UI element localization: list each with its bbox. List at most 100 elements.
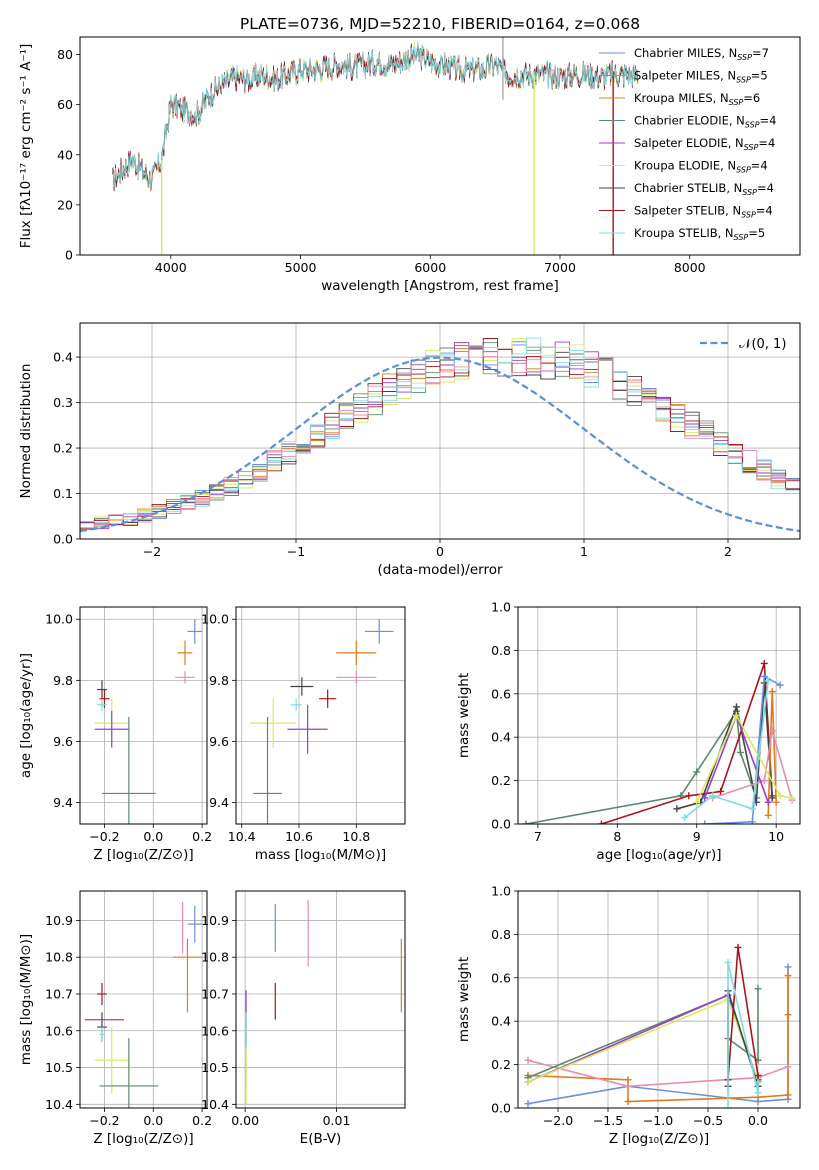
- age_vs_mass-ytick-label: 9.8: [209, 673, 229, 688]
- age_vs_Z-xtick-label: −0.2: [89, 829, 119, 844]
- spectrum-legend-label: Salpeter ELODIE, NSSP=4: [634, 136, 775, 152]
- weight_vs_age-axes: 7 8 9 10 0.0 0.2 0.4 0.6 0.8 1.0: [491, 600, 800, 844]
- age_vs_Z-xtick-label: 0.2: [192, 829, 212, 844]
- age_vs_mass-xlabel: mass [log₁₀(M/M⊙)]: [255, 847, 386, 863]
- mass_vs_Z-axes: −0.2 0.0 0.2 10.4 10.5 10.6 10.7 10.8 10.9: [45, 891, 212, 1128]
- weight_vs_age-marker: [764, 677, 772, 685]
- weight_vs_age-marker: [788, 794, 796, 802]
- mass_vs_Z-ytick-label: 10.6: [45, 1023, 73, 1038]
- residuals-hist-step: [80, 346, 800, 539]
- age_vs_mass-point: [364, 619, 394, 644]
- weight_vs_age-marker: [701, 820, 709, 824]
- spectrum-xtick-label: 7000: [544, 260, 576, 275]
- spectrum-ytick-label: 40: [57, 147, 73, 162]
- weight_vs_Z-plot-area: [524, 943, 792, 1108]
- spectrum-ytick-label: 20: [57, 197, 73, 212]
- spectrum-legend-label: Chabrier STELIB, NSSP=4: [634, 181, 774, 197]
- mass_vs_ebv-frame: [235, 890, 406, 1109]
- spectrum-series-line: [112, 41, 639, 190]
- weight_vs_Z-series-line: [727, 947, 759, 1080]
- spectrum-legend-label: Kroupa MILES, NSSP=6: [634, 91, 760, 107]
- spectrum-xtick-label: 4000: [155, 260, 187, 275]
- mass_vs_ebv-ytick-label: 10.4: [201, 1097, 229, 1112]
- weight_vs_Z-marker: [624, 1076, 632, 1084]
- weight_vs_Z-marker: [784, 1063, 792, 1071]
- weight_vs_age-marker: [709, 792, 717, 800]
- spectrum-ylabel: Flux [fλ10⁻¹⁷ erg cm⁻² s⁻¹ A⁻¹]: [18, 44, 34, 249]
- weight_vs_age-marker: [732, 703, 740, 711]
- weight_vs_age-marker: [693, 768, 701, 776]
- mass_vs_Z-frame: [79, 890, 208, 1109]
- weight_vs_age-ytick-label: 1.0: [491, 600, 511, 615]
- spectrum-ytick-label: 80: [57, 47, 73, 62]
- mass_vs_Z-xtick-label: 0.0: [143, 1113, 163, 1128]
- weight_vs_age-xtick-label: 10: [768, 829, 784, 844]
- spectrum-xtick-label: 5000: [285, 260, 317, 275]
- mass_vs_Z-plot-area: [84, 902, 203, 1108]
- weight_vs_Z-ytick-label: 0.4: [491, 1014, 511, 1029]
- weight_vs_Z-marker: [524, 1100, 532, 1108]
- age_vs_mass-plot-area: [250, 619, 394, 824]
- residuals-plot-area: [80, 337, 800, 539]
- mass_vs_ebv-plot-area: [245, 900, 402, 1105]
- mass_vs_ebv-axes: 0.00 0.01 10.4 10.5 10.6 10.7 10.8 10.9: [201, 891, 405, 1128]
- weight_vs_Z-marker: [624, 1082, 632, 1090]
- mass_vs_Z-point: [99, 1027, 105, 1042]
- spectrum-frame: [79, 36, 801, 256]
- spectrum-plot-area: [112, 37, 639, 255]
- residuals-ylabel: Normed distribution: [18, 364, 34, 499]
- weight_vs_Z-frame: [517, 890, 801, 1109]
- age_vs_Z-ylabel: age [log₁₀(age/yr)]: [18, 653, 34, 778]
- age_vs_mass-xtick-label: 10.8: [342, 829, 370, 844]
- weight_vs_age-series-line: [712, 730, 793, 801]
- weight_vs_Z-ytick-label: 0.0: [491, 1101, 511, 1116]
- mass_vs_Z-ylabel: mass [log₁₀(M/M⊙)]: [18, 934, 34, 1065]
- weight_vs_Z-marker: [784, 1011, 792, 1019]
- weight_vs_age-marker: [760, 659, 768, 667]
- weight_vs_Z-marker: [784, 972, 792, 980]
- weight_vs_age-ytick-label: 0.6: [491, 686, 511, 701]
- weight_vs_age-marker: [772, 798, 780, 806]
- age_vs_mass-point: [290, 698, 302, 711]
- spectrum-legend-label: Kroupa ELODIE, NSSP=4: [634, 159, 768, 175]
- mass_vs_ebv-ytick-label: 10.8: [201, 950, 229, 965]
- mass_vs_Z-ytick-label: 10.9: [45, 913, 73, 928]
- weight_vs_Z-ytick-label: 0.8: [491, 927, 511, 942]
- mass_vs_ebv-ytick-label: 10.5: [201, 1060, 229, 1075]
- residuals-xtick-label: 2: [724, 544, 732, 559]
- spectrum-legend-label: Salpeter STELIB, NSSP=4: [634, 204, 773, 220]
- residuals-gaussian-curve: [80, 356, 800, 533]
- age_vs_Z-axes: −0.2 0.0 0.2 9.4 9.6 9.8 10.0: [45, 607, 212, 844]
- mass_vs_Z-point: [187, 905, 203, 943]
- weight_vs_Z-marker: [524, 1078, 532, 1086]
- weight_vs_age-xlabel: age [log₁₀(age/yr)]: [596, 847, 721, 863]
- spectrum-ytick-label: 0: [65, 248, 73, 263]
- mass_vs_Z-point: [97, 982, 107, 1006]
- mass_vs_ebv-ytick-label: 10.9: [201, 913, 229, 928]
- weight_vs_age-marker: [748, 818, 756, 824]
- age_vs_mass-frame: [235, 606, 406, 825]
- spectrum-legend-label: Salpeter MILES, NSSP=5: [634, 69, 768, 85]
- age_vs_Z-ytick-label: 9.8: [53, 673, 73, 688]
- age_vs_Z-plot-area: [94, 619, 203, 824]
- mass_vs_ebv-xtick-label: 0.00: [231, 1113, 259, 1128]
- weight_vs_age-marker: [748, 805, 756, 813]
- spectrum-legend: Chabrier MILES, NSSP=7 Salpeter MILES, NS…: [599, 46, 776, 242]
- age_vs_Z-ytick-label: 9.6: [53, 734, 73, 749]
- weight_vs_Z-marker: [724, 1104, 732, 1108]
- figure-title: PLATE=0736, MJD=52210, FIBERID=0164, z=0…: [240, 15, 640, 33]
- weight_vs_age-marker: [685, 792, 693, 800]
- residuals-ytick-label: 0.2: [53, 441, 73, 456]
- spectrum-axes: 4000 5000 6000 7000 8000 0 20 40 60 80: [57, 47, 706, 275]
- weight_vs_age-series-line: [695, 713, 793, 803]
- weight_vs_Z-ylabel: mass weight: [456, 957, 472, 1042]
- weight_vs_age-marker: [776, 681, 784, 689]
- weight_vs_Z-xtick-label: −1.5: [593, 1113, 623, 1128]
- age_vs_Z-point: [175, 671, 195, 684]
- mass_vs_Z-ytick-label: 10.7: [45, 986, 73, 1001]
- age_vs_Z-point: [97, 680, 107, 699]
- weight_vs_Z-marker: [754, 1078, 762, 1086]
- age_vs_mass-xtick-label: 10.6: [285, 829, 313, 844]
- weight_vs_Z-xlabel: Z [log₁₀(Z/Z⊙)]: [609, 1131, 709, 1147]
- mass_vs_Z-xtick-label: −0.2: [89, 1113, 119, 1128]
